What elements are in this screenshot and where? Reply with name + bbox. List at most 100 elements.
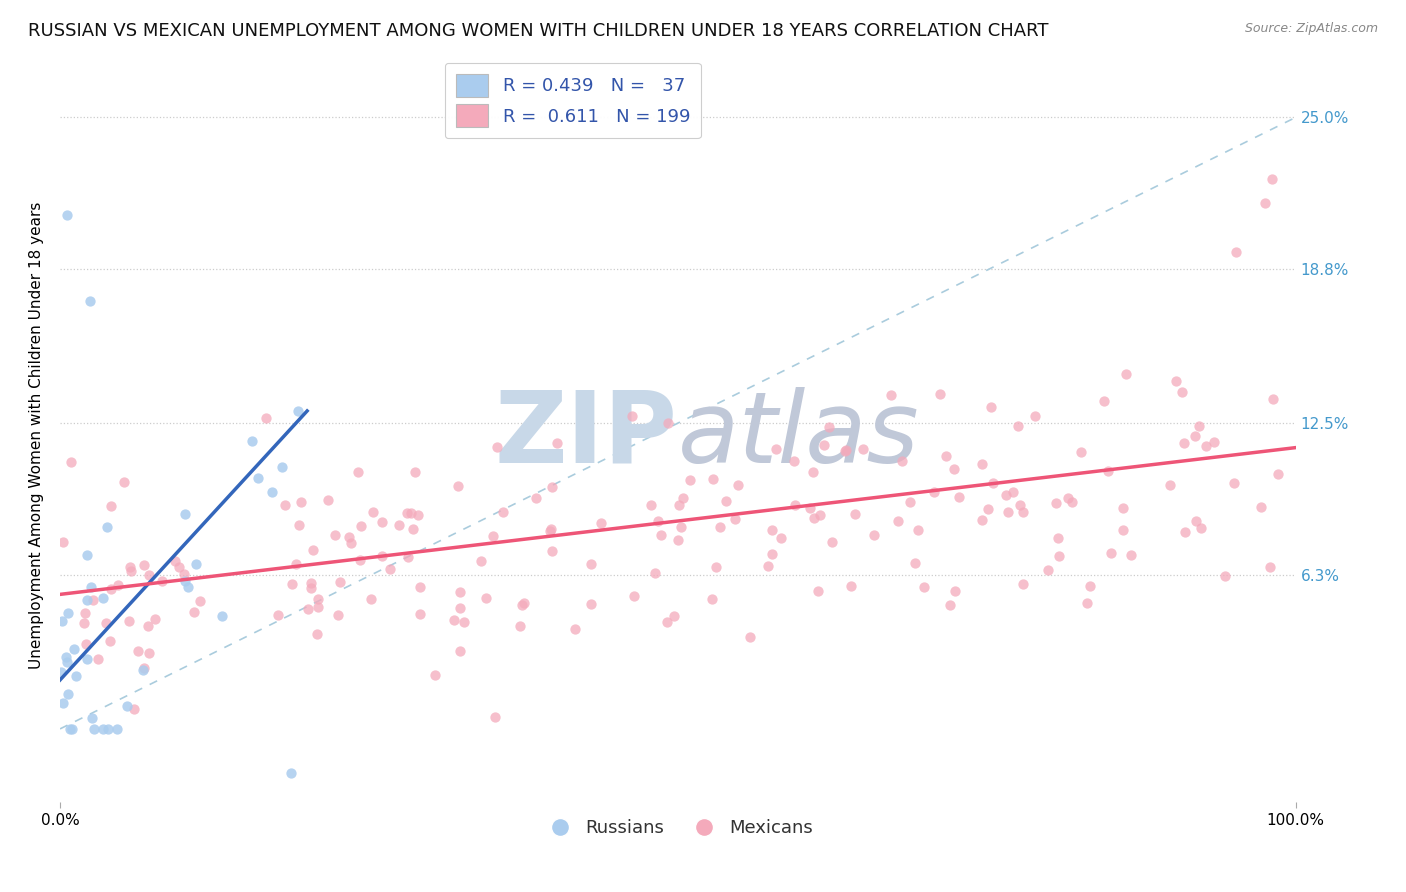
Point: [79, 293, 101, 308]
Point: [115, 699, 138, 714]
Point: [281, 577, 304, 591]
Point: [118, 560, 141, 574]
Point: [49, 665, 72, 680]
Point: [328, 607, 350, 622]
Point: [834, 443, 856, 458]
Point: [1056, 491, 1078, 505]
Point: [1225, 244, 1247, 259]
Point: [73, 616, 96, 631]
Point: [409, 580, 432, 594]
Point: [118, 614, 141, 628]
Point: [821, 535, 844, 549]
Point: [1078, 579, 1101, 593]
Y-axis label: Unemployment Among Women with Children Under 18 years: Unemployment Among Women with Children U…: [30, 202, 44, 669]
Point: [138, 568, 160, 582]
Point: [1253, 196, 1275, 211]
Point: [1036, 563, 1059, 577]
Legend: Russians, Mexicans: Russians, Mexicans: [536, 812, 821, 845]
Point: [904, 556, 927, 570]
Point: [1189, 521, 1212, 535]
Point: [486, 440, 509, 454]
Point: [138, 646, 160, 660]
Point: [56, 607, 79, 621]
Point: [361, 505, 384, 519]
Point: [668, 498, 690, 512]
Point: [679, 473, 702, 487]
Point: [939, 598, 962, 612]
Point: [1099, 546, 1122, 560]
Point: [700, 592, 723, 607]
Point: [929, 387, 952, 401]
Point: [56, 655, 79, 669]
Point: [260, 484, 283, 499]
Point: [807, 584, 830, 599]
Point: [640, 499, 662, 513]
Point: [1184, 429, 1206, 443]
Point: [408, 508, 430, 522]
Point: [447, 479, 470, 493]
Point: [863, 528, 886, 542]
Point: [765, 442, 787, 456]
Point: [98, 634, 121, 648]
Point: [994, 488, 1017, 502]
Point: [56, 208, 79, 222]
Point: [1011, 577, 1033, 591]
Point: [370, 515, 392, 529]
Point: [924, 484, 946, 499]
Point: [307, 600, 329, 615]
Point: [186, 558, 208, 572]
Point: [1174, 525, 1197, 540]
Point: [948, 490, 970, 504]
Point: [347, 465, 370, 479]
Point: [1112, 523, 1135, 537]
Point: [977, 501, 1000, 516]
Point: [82, 593, 104, 607]
Point: [526, 491, 548, 505]
Point: [942, 462, 965, 476]
Point: [80, 711, 103, 725]
Point: [835, 443, 858, 458]
Point: [83, 722, 105, 736]
Point: [666, 533, 689, 547]
Point: [761, 547, 783, 561]
Point: [538, 524, 561, 538]
Point: [132, 558, 155, 572]
Point: [546, 436, 568, 450]
Point: [307, 591, 329, 606]
Point: [702, 472, 724, 486]
Point: [1195, 438, 1218, 452]
Point: [246, 471, 269, 485]
Point: [143, 612, 166, 626]
Point: [579, 557, 602, 571]
Point: [1008, 498, 1031, 512]
Point: [183, 605, 205, 619]
Point: [644, 566, 666, 580]
Point: [891, 454, 914, 468]
Point: [301, 542, 323, 557]
Point: [271, 459, 294, 474]
Point: [127, 644, 149, 658]
Point: [173, 574, 195, 588]
Point: [709, 520, 731, 534]
Point: [266, 607, 288, 622]
Point: [1171, 385, 1194, 400]
Point: [1188, 419, 1211, 434]
Point: [1092, 393, 1115, 408]
Point: [886, 514, 908, 528]
Point: [704, 560, 727, 574]
Point: [100, 499, 122, 513]
Point: [399, 506, 422, 520]
Point: [409, 607, 432, 622]
Point: [349, 552, 371, 566]
Point: [173, 566, 195, 581]
Point: [188, 594, 211, 608]
Point: [813, 438, 835, 452]
Point: [449, 585, 471, 599]
Point: [1112, 500, 1135, 515]
Point: [839, 579, 862, 593]
Point: [169, 560, 191, 574]
Point: [801, 465, 824, 479]
Point: [1097, 464, 1119, 478]
Point: [52, 535, 75, 549]
Point: [75, 606, 97, 620]
